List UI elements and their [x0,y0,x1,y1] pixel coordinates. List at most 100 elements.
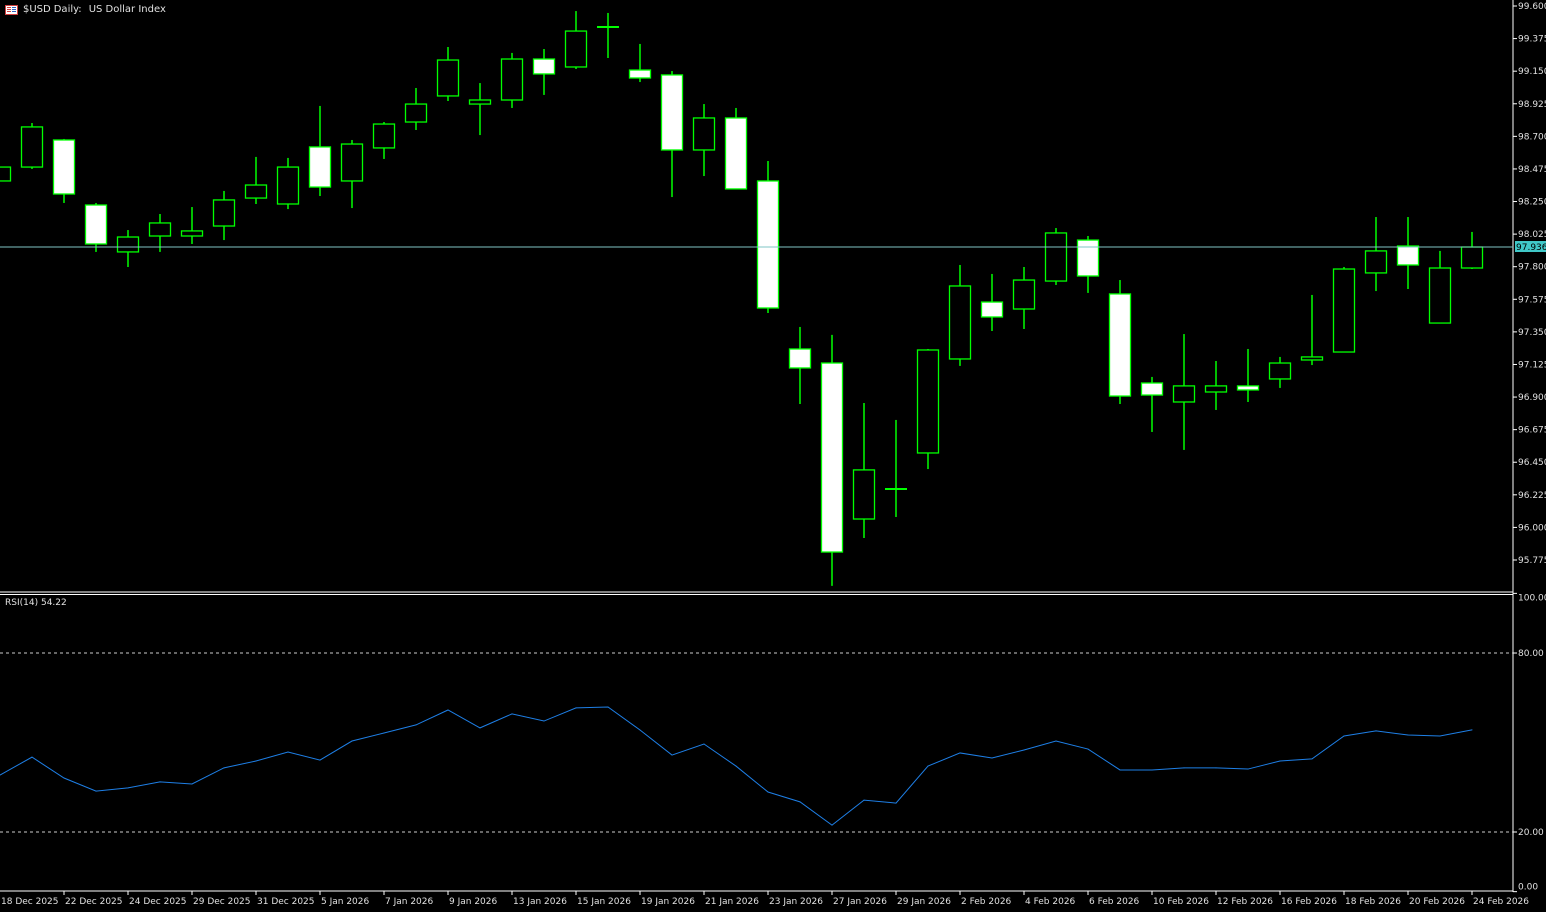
candle [724,107,748,190]
chart-title: $USD Daily: US Dollar Index [5,4,166,15]
candle-body [1076,239,1100,277]
candle [1428,250,1452,324]
price-tick-label: 98.250 [1518,198,1546,208]
rsi-point [31,756,33,758]
rsi-point [1151,769,1153,771]
candle [1364,217,1388,292]
candle [340,139,364,209]
time-tick-label: 15 Jan 2026 [577,897,631,907]
price-tick-label: 97.350 [1518,328,1546,338]
rsi-point [863,799,865,801]
candle [1076,236,1100,293]
candle [52,138,76,203]
candle-body [692,117,716,151]
time-tick-label: 4 Feb 2026 [1025,897,1076,907]
rsi-point [479,727,481,729]
candle-body [628,69,652,79]
candle-body [1172,385,1196,403]
candle-body [948,285,972,360]
rsi-point [831,824,833,826]
rsi-point [735,765,737,767]
candle-body [116,236,140,253]
candle [980,273,1004,332]
candle-body [724,117,748,190]
candle-body [468,99,492,105]
candle [468,83,492,136]
rsi-point [287,751,289,753]
price-tick-label: 97.125 [1518,360,1546,370]
candle-body [756,180,780,309]
candle-body [84,204,108,245]
rsi-point [415,724,417,726]
candle-body [1300,356,1324,361]
price-tick-label: 96.450 [1518,458,1546,468]
candle-body [404,103,428,123]
time-tick-label: 20 Feb 2026 [1409,897,1465,907]
rsi-point [1471,729,1473,731]
time-tick-label: 12 Feb 2026 [1217,897,1273,907]
rsi-point [1439,735,1441,737]
candle-body [212,199,236,227]
candle [1204,360,1228,410]
candle-body [1140,382,1164,396]
rsi-point [383,732,385,734]
candle [116,230,140,267]
timeframe: Daily: [53,4,82,15]
candle [0,166,12,182]
candle [308,105,332,197]
candle-body [180,230,204,237]
candle-body [1460,246,1484,269]
candle-body [244,184,268,199]
rsi-point [639,729,641,731]
candle [1108,280,1132,405]
candle [916,348,940,470]
rsi-point [1311,758,1313,760]
price-tick-label: 98.700 [1518,132,1546,142]
candle-body [1396,245,1420,266]
candle [1460,231,1484,270]
chart-window-icon [5,4,18,15]
candle [372,122,396,159]
candle [1396,217,1420,290]
rsi-tick-label: 80.00 [1518,649,1544,659]
current-price-label: 97.936 [1516,243,1546,253]
rsi-point [927,765,929,767]
rsi-point [63,777,65,779]
rsi-point [351,740,353,742]
candle-body [276,166,300,205]
rsi-point [159,781,161,783]
rsi-point [959,752,961,754]
price-tick-label: 96.000 [1518,523,1546,533]
candle-body [660,74,684,151]
candle [20,123,44,169]
candle [404,87,428,130]
candle [180,207,204,244]
time-tick-label: 9 Jan 2026 [449,897,497,907]
time-tick-label: 13 Jan 2026 [513,897,567,907]
candle-body [308,146,332,188]
candle [1044,228,1068,285]
time-tick-label: 23 Jan 2026 [769,897,823,907]
symbol: $USD [23,4,51,15]
rsi-name: RSI(14) [5,598,39,608]
rsi-point [799,801,801,803]
price-tick-label: 99.150 [1518,67,1546,77]
current-price-label-bg [1515,241,1546,253]
candle-body [52,139,76,195]
candle [148,213,172,252]
candle [852,402,876,538]
price-tick-label: 97.575 [1518,295,1546,305]
time-tick-label: 21 Jan 2026 [705,897,759,907]
candle [244,156,268,204]
time-tick-label: 18 Feb 2026 [1345,897,1401,907]
rsi-point [447,709,449,711]
candle-body [916,349,940,454]
candle-body [1236,385,1260,391]
rsi-point [1119,769,1121,771]
description: US Dollar Index [88,4,166,15]
candle-body [532,58,556,75]
time-tick-label: 5 Jan 2026 [321,897,369,907]
candle-body [564,30,588,68]
candle [1300,294,1324,366]
